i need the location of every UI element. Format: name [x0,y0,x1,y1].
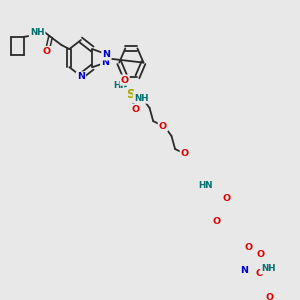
Text: N: N [101,58,109,67]
Text: O: O [159,122,167,130]
Text: O: O [121,76,129,85]
Text: N: N [240,266,248,275]
Text: NH: NH [134,94,148,103]
Text: NH: NH [30,28,44,37]
Text: O: O [131,105,140,114]
Text: HN: HN [113,80,128,89]
Text: N: N [102,50,110,59]
Text: NH: NH [261,264,276,273]
Text: N: N [77,73,85,82]
Text: O: O [257,250,265,259]
Text: O: O [266,293,274,300]
Text: O: O [181,149,189,158]
Text: O: O [244,243,253,252]
Text: S: S [126,88,134,101]
Text: O: O [42,47,50,56]
Text: HN: HN [198,181,213,190]
Text: O: O [256,269,264,278]
Text: O: O [212,217,220,226]
Text: O: O [222,194,230,203]
